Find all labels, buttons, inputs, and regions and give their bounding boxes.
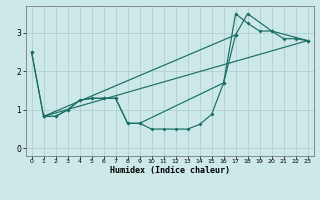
X-axis label: Humidex (Indice chaleur): Humidex (Indice chaleur) [109, 166, 230, 175]
